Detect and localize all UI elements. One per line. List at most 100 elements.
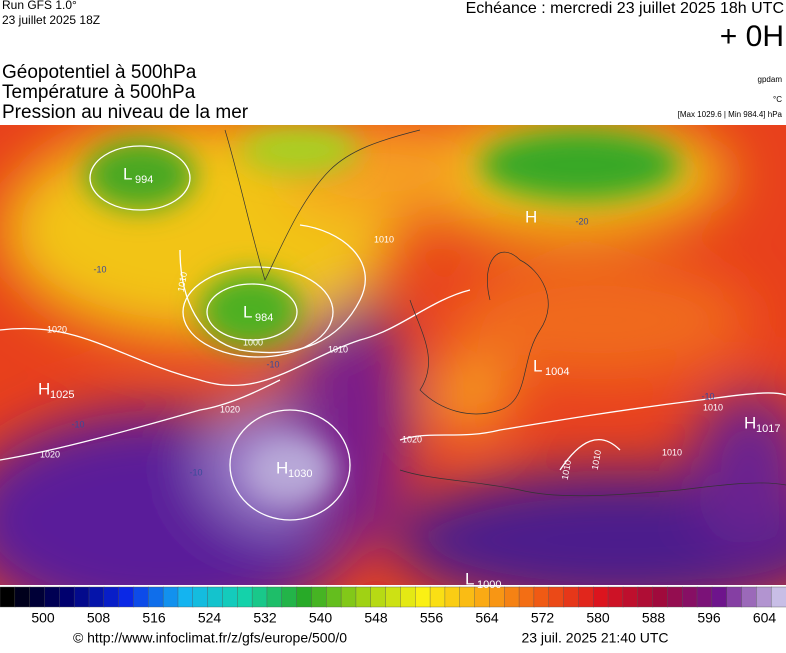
footer-timestamp: 23 juil. 2025 21:40 UTC xyxy=(521,630,668,646)
center-letter: L xyxy=(533,356,542,375)
isobar-label: 1010 xyxy=(374,234,394,244)
center-letter: H xyxy=(744,413,756,432)
colorbar-cell xyxy=(607,586,624,608)
title-1: Géopotentiel à 500hPa xyxy=(2,62,197,83)
colorbar-cell xyxy=(222,586,238,608)
run-date: 23 juillet 2025 18Z xyxy=(2,13,100,27)
unit-gpdam: gpdam xyxy=(758,75,783,84)
unit-celsius: °C xyxy=(773,95,782,104)
colorbar-cell xyxy=(266,586,283,608)
colorbar-label: 532 xyxy=(253,610,277,626)
center-letter: H xyxy=(525,207,537,226)
isobar-label: 1020 xyxy=(47,324,67,334)
colorbar-cell xyxy=(504,586,520,608)
colorbar-cell xyxy=(44,586,61,608)
colorbar-cell xyxy=(726,586,743,608)
offset: + 0H xyxy=(720,20,784,53)
isobar-label: 1010 xyxy=(703,402,723,412)
center-letter: L xyxy=(123,164,132,183)
colorbar-cell xyxy=(311,586,327,608)
isobar-label: 1010 xyxy=(328,344,348,354)
isobar-label: 1020 xyxy=(220,404,240,414)
isobar-label: 1000 xyxy=(243,337,263,347)
colorbar-label: 508 xyxy=(87,610,111,626)
colorbar-cell xyxy=(548,586,565,608)
title-3: Pression au niveau de la mer xyxy=(2,102,249,123)
colorbar-cell xyxy=(14,586,31,608)
center-letter: L xyxy=(243,302,252,321)
colorbar-cell xyxy=(29,586,46,608)
temperature-label: -20 xyxy=(575,216,588,226)
colorbar-cell xyxy=(711,586,728,608)
colorbar-cell xyxy=(385,586,402,608)
colorbar-cell xyxy=(192,586,209,608)
temperature-label: -10 xyxy=(189,467,202,477)
colorbar-cell xyxy=(340,586,357,608)
colorbar-label: 500 xyxy=(31,610,55,626)
colorbar-cell xyxy=(667,586,683,608)
center-letter: H xyxy=(38,379,50,398)
colorbar-label: 604 xyxy=(753,610,777,626)
colorbar-cell xyxy=(415,586,431,608)
colorbar-cell xyxy=(400,586,416,608)
colorbar-cell xyxy=(533,586,550,608)
run-label: Run GFS 1.0° xyxy=(2,0,77,12)
center-value: 1030 xyxy=(288,468,312,480)
colorbar-cell xyxy=(73,586,90,608)
colorbar-cell xyxy=(177,586,194,608)
center-value: 994 xyxy=(135,174,153,186)
colorbar-cell xyxy=(593,586,609,608)
temperature-label: -10 xyxy=(71,419,84,429)
center-value: 1025 xyxy=(50,389,74,401)
colorbar-label: 516 xyxy=(142,610,166,626)
isobar-label: 1010 xyxy=(176,271,189,292)
colorbar-cell xyxy=(237,586,253,608)
temperature-label: -10 xyxy=(701,391,714,401)
colorbar-cell xyxy=(207,586,224,608)
title-2: Température à 500hPa xyxy=(2,82,196,103)
center-value: 1000 xyxy=(477,579,501,591)
footer-url: © http://www.infoclimat.fr/z/gfs/europe/… xyxy=(73,630,347,646)
colorbar-cell xyxy=(429,586,446,608)
pressure-range: [Max 1029.6 | Min 984.4] hPa xyxy=(678,110,783,119)
colorbar-label: 564 xyxy=(475,610,499,626)
colorbar-cell xyxy=(756,586,772,608)
colorbar-cell xyxy=(681,586,698,608)
colorbar-label: 548 xyxy=(364,610,388,626)
colorbar-cell xyxy=(622,586,639,608)
colorbar-label: 540 xyxy=(309,610,333,626)
colorbar-cell xyxy=(281,586,298,608)
colorbar-cell xyxy=(148,586,164,608)
colorbar-cell xyxy=(162,586,179,608)
isobar-label: 1020 xyxy=(402,434,422,444)
colorbar-cell xyxy=(88,586,105,608)
isobar-label: 1010 xyxy=(662,447,682,457)
isobar-label: 1020 xyxy=(40,449,60,459)
colorbar xyxy=(0,586,786,608)
colorbar-cell xyxy=(444,586,461,608)
colorbar-cell xyxy=(118,586,135,608)
colorbar-label: 524 xyxy=(198,610,222,626)
map xyxy=(0,125,786,585)
colorbar-cell xyxy=(741,586,758,608)
colorbar-cell xyxy=(133,586,150,608)
temperature-label: -10 xyxy=(93,264,106,274)
colorbar-label: 556 xyxy=(420,610,444,626)
colorbar-cell xyxy=(518,586,535,608)
colorbar-label: 580 xyxy=(586,610,610,626)
colorbar-cell xyxy=(326,586,342,608)
colorbar-label: 572 xyxy=(531,610,555,626)
colorbar-cell xyxy=(637,586,654,608)
colorbar-cell xyxy=(251,586,268,608)
colorbar-cell xyxy=(296,586,313,608)
center-letter: L xyxy=(465,569,474,588)
colorbar-cell xyxy=(696,586,713,608)
colorbar-cell xyxy=(370,586,387,608)
colorbar-cell xyxy=(355,586,372,608)
echeance: Echéance : mercredi 23 juillet 2025 18h … xyxy=(466,0,784,17)
colorbar-cell xyxy=(563,586,580,608)
colorbar-cell xyxy=(103,586,120,608)
center-value: 984 xyxy=(255,312,273,324)
center-value: 1004 xyxy=(545,366,569,378)
